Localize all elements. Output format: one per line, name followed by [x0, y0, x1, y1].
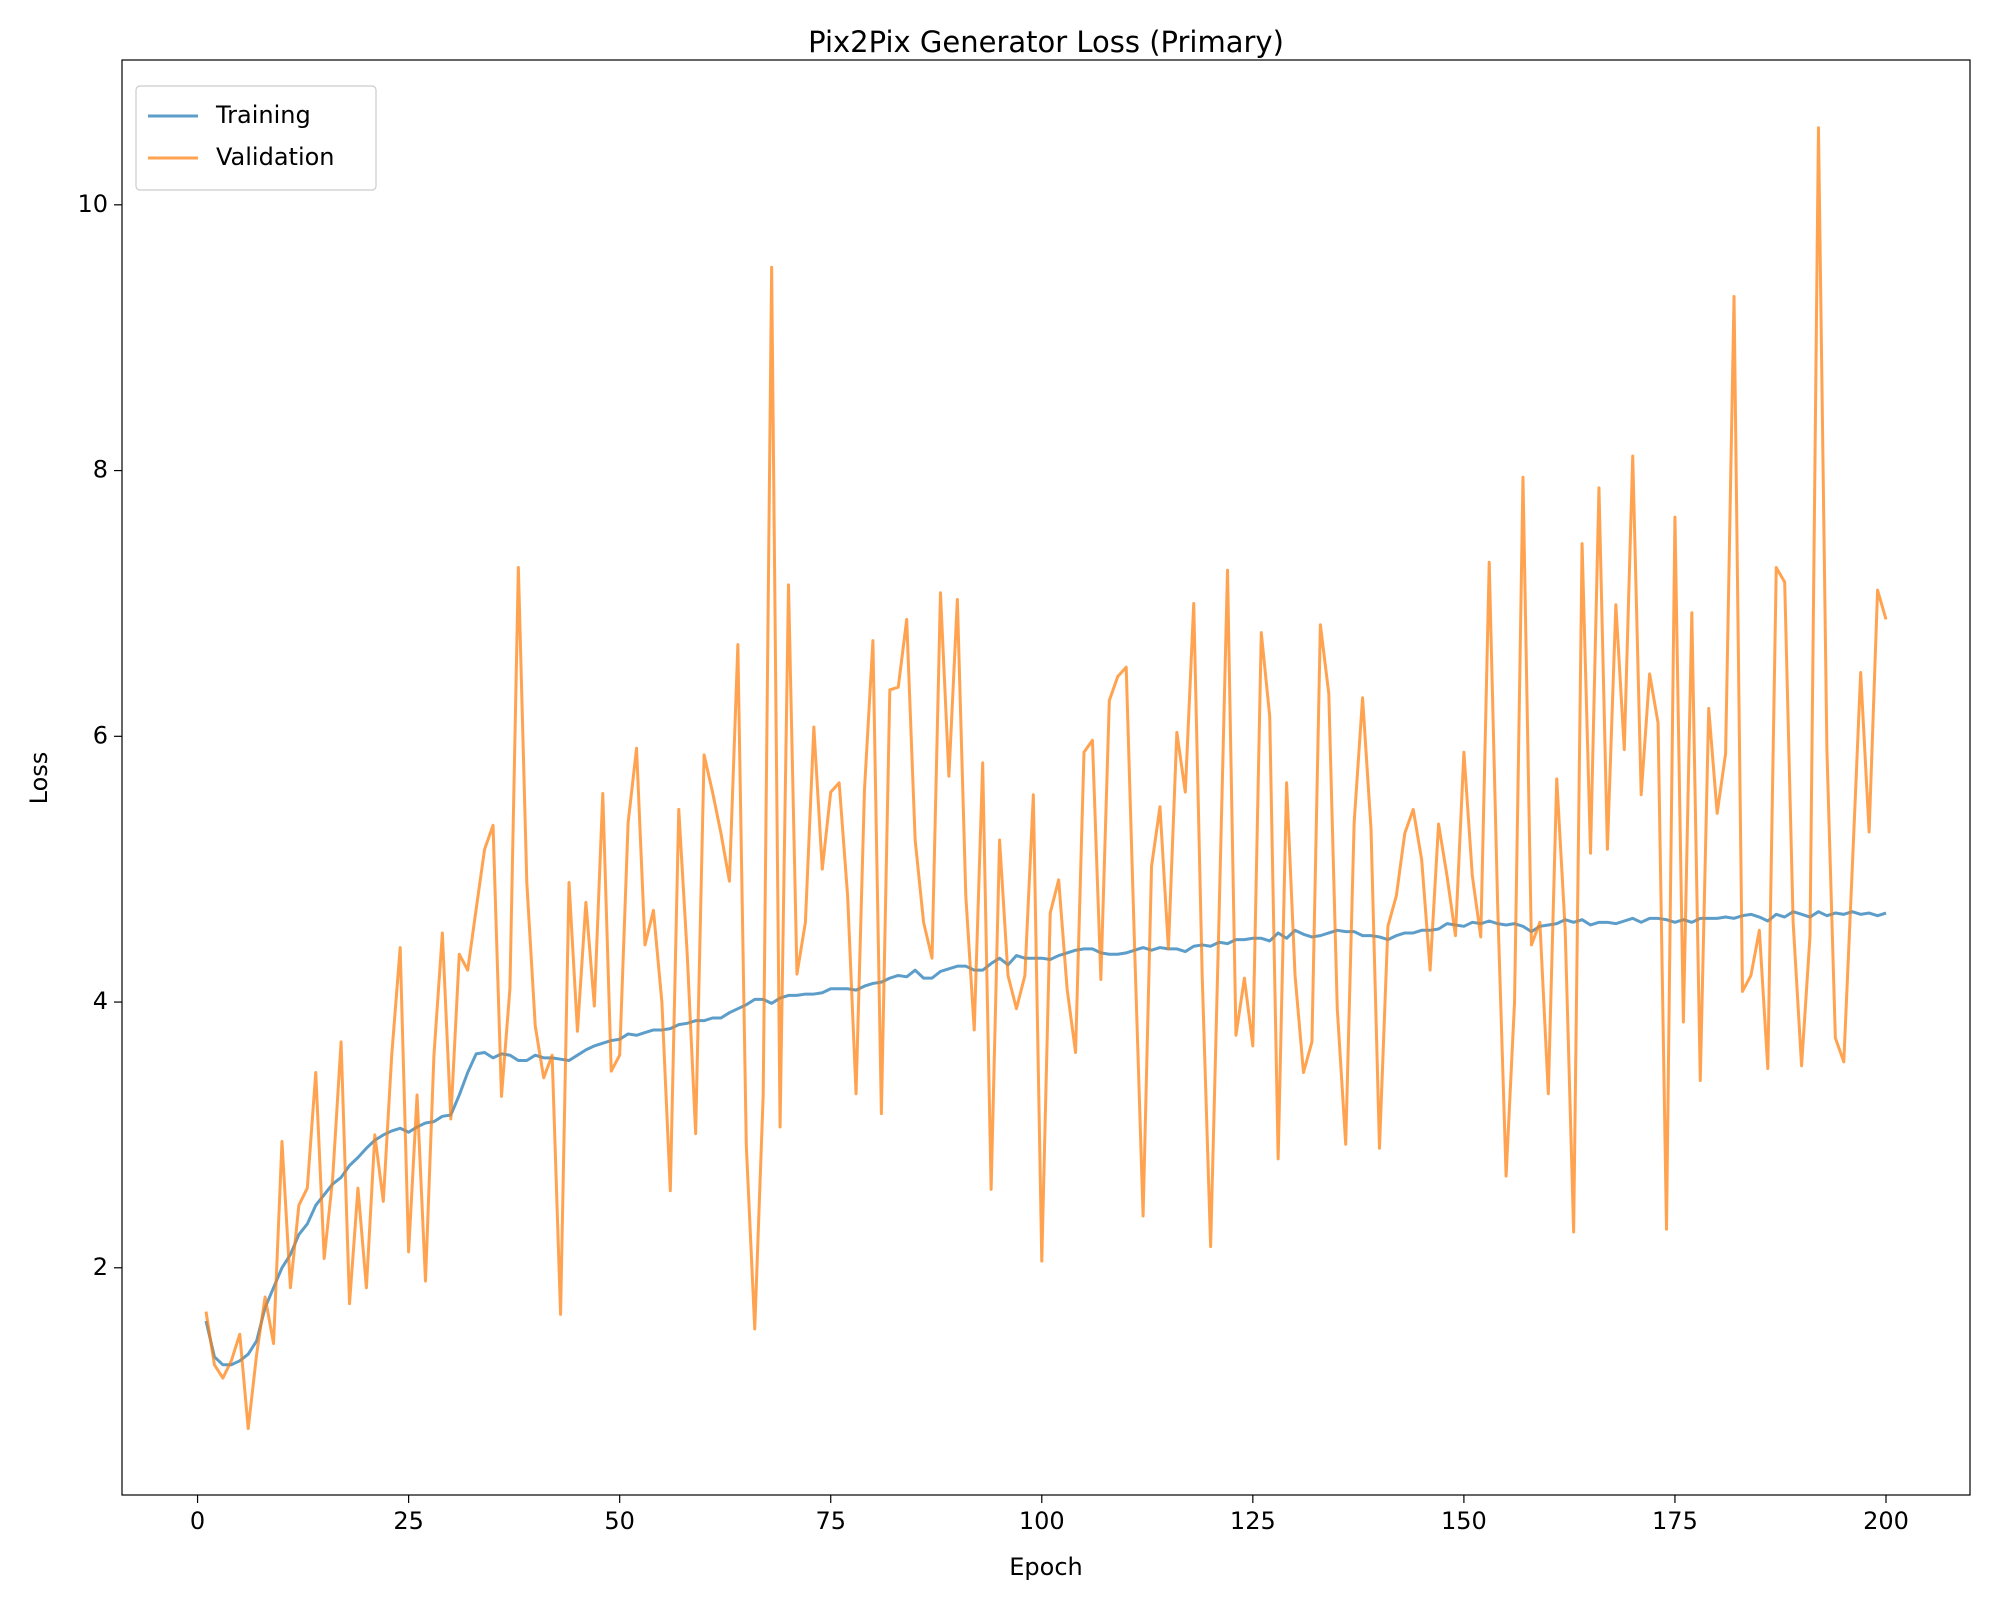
y-tick-label: 4 — [93, 987, 108, 1015]
legend-box — [135, 85, 377, 191]
legend-label: Validation — [216, 143, 335, 171]
y-tick-label: 8 — [93, 456, 108, 484]
series-line — [204, 126, 1888, 1431]
x-tick-label: 25 — [393, 1507, 424, 1535]
x-tick-label: 100 — [1019, 1507, 1065, 1535]
chart-title: Pix2Pix Generator Loss (Primary) — [808, 25, 1284, 59]
x-tick-label: 125 — [1230, 1507, 1276, 1535]
x-tick-label: 0 — [190, 1507, 205, 1535]
series-line — [204, 910, 1887, 1367]
y-tick-label: 2 — [93, 1253, 108, 1281]
y-tick-label: 10 — [77, 190, 108, 218]
x-tick-label: 50 — [604, 1507, 635, 1535]
x-tick-label: 200 — [1863, 1507, 1909, 1535]
x-axis-label: Epoch — [1009, 1553, 1083, 1581]
plot-frame — [121, 59, 1971, 1496]
x-tick-label: 75 — [815, 1507, 846, 1535]
y-tick-label: 6 — [93, 721, 108, 749]
legend-label: Training — [215, 101, 311, 129]
x-tick-label: 150 — [1441, 1507, 1487, 1535]
x-tick-label: 175 — [1652, 1507, 1698, 1535]
y-axis-label: Loss — [25, 752, 53, 805]
